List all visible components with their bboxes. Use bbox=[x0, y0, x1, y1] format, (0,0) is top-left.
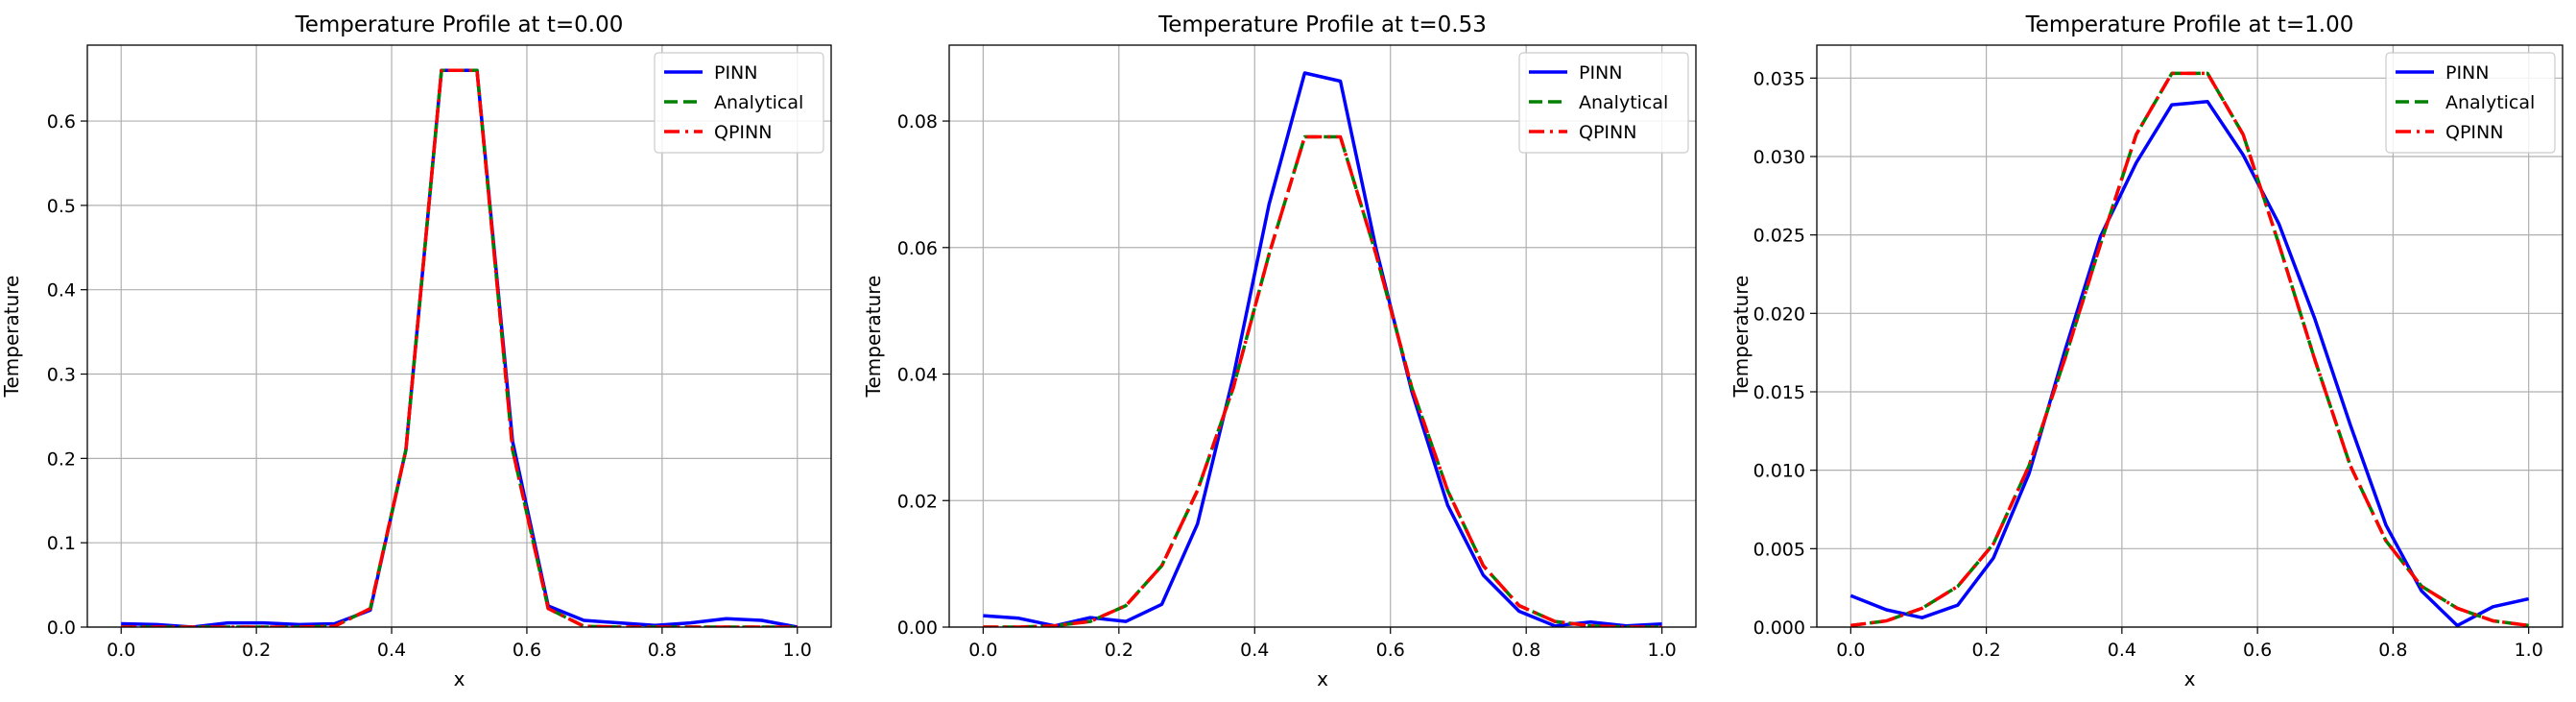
chart-panel-2: 0.0 0.2 0.4 0.6 0.8 1.0 0.00 0.02 0.04 0.06 0.08 Te… bbox=[862, 12, 1697, 690]
y-tick-label: 0.015 bbox=[1753, 382, 1805, 403]
y-tick-label: 0.3 bbox=[47, 365, 76, 386]
y-tick-label: 0.00 bbox=[897, 617, 938, 639]
legend-label-pinn: PINN bbox=[1579, 62, 1623, 84]
chart-panel-1: 0.0 0.2 0.4 0.6 0.8 1.0 0.0 0.1 0.2 0.3 0.4 0.5 0.6 T… bbox=[0, 12, 832, 690]
y-tick-label: 0.020 bbox=[1753, 303, 1805, 325]
y-tick-label: 0.06 bbox=[897, 238, 938, 259]
y-tick-label: 0.4 bbox=[47, 280, 76, 302]
y-tick-label: 0.5 bbox=[47, 196, 76, 217]
x-tick-label: 0.4 bbox=[1240, 640, 1269, 661]
legend: PINN Analytical QPINN bbox=[654, 52, 824, 154]
y-tick-label: 0.6 bbox=[47, 111, 76, 133]
y-axis-label: Temperature bbox=[0, 276, 23, 399]
series-line-qpinn bbox=[121, 68, 798, 627]
legend-label-analytical: Analytical bbox=[2445, 92, 2535, 113]
x-tick-label: 1.0 bbox=[2515, 640, 2543, 661]
x-tick-label: 0.0 bbox=[968, 640, 997, 661]
x-tick-label: 0.4 bbox=[2108, 640, 2136, 661]
legend: PINN Analytical QPINN bbox=[2385, 52, 2556, 154]
x-tick-label: 0.6 bbox=[2243, 640, 2272, 661]
series-line-qpinn bbox=[983, 134, 1662, 627]
y-tick-label: 0.030 bbox=[1753, 147, 1805, 168]
y-axis-label: Temperature bbox=[862, 276, 885, 399]
legend-label-analytical: Analytical bbox=[714, 92, 803, 113]
x-tick-label: 0.6 bbox=[1376, 640, 1405, 661]
legend-label-qpinn: QPINN bbox=[1579, 122, 1636, 143]
y-tick-label: 0.035 bbox=[1753, 68, 1805, 89]
x-tick-label: 0.0 bbox=[1836, 640, 1865, 661]
y-tick-label: 0.0 bbox=[47, 617, 76, 639]
x-tick-label: 0.8 bbox=[1512, 640, 1540, 661]
series-line-analytical bbox=[121, 68, 798, 627]
legend-label-qpinn: QPINN bbox=[2445, 122, 2503, 143]
x-tick-label: 0.4 bbox=[377, 640, 406, 661]
chart-panel-3: 0.0 0.2 0.4 0.6 0.8 1.0 0.000 0.005 0.010 0.015 0.… bbox=[1729, 12, 2564, 690]
y-tick-label: 0.005 bbox=[1753, 539, 1805, 560]
legend-box bbox=[654, 52, 824, 154]
x-tick-label: 0.0 bbox=[107, 640, 135, 661]
y-tick-label: 0.04 bbox=[897, 365, 938, 386]
x-axis-label: x bbox=[454, 667, 465, 690]
x-tick-label: 0.2 bbox=[242, 640, 271, 661]
legend: PINN Analytical QPINN bbox=[1518, 52, 1689, 154]
x-tick-label: 0.2 bbox=[1105, 640, 1133, 661]
axes-frame bbox=[86, 44, 832, 628]
x-tick-label: 1.0 bbox=[1648, 640, 1677, 661]
y-tick-label: 0.1 bbox=[47, 533, 76, 554]
axes-frame bbox=[1816, 44, 2564, 628]
legend-box bbox=[1518, 52, 1689, 154]
chart-title: Temperature Profile at t=0.00 bbox=[295, 12, 624, 37]
legend-label-pinn: PINN bbox=[2445, 62, 2490, 84]
x-tick-label: 0.8 bbox=[2378, 640, 2407, 661]
series-line-analytical bbox=[983, 134, 1662, 627]
y-tick-label: 0.000 bbox=[1753, 617, 1805, 639]
x-tick-label: 0.8 bbox=[648, 640, 677, 661]
y-tick-label: 0.02 bbox=[897, 491, 938, 512]
x-tick-label: 0.2 bbox=[1971, 640, 2000, 661]
axes-frame bbox=[948, 44, 1697, 628]
chart-title: Temperature Profile at t=1.00 bbox=[2025, 12, 2354, 37]
x-axis-label: x bbox=[1317, 667, 1328, 690]
series-line-pinn bbox=[983, 71, 1662, 627]
y-tick-label: 0.08 bbox=[897, 111, 938, 133]
y-axis-label: Temperature bbox=[1729, 276, 1753, 399]
x-tick-label: 0.6 bbox=[513, 640, 541, 661]
chart-title: Temperature Profile at t=0.53 bbox=[1157, 12, 1487, 37]
y-tick-label: 0.010 bbox=[1753, 461, 1805, 482]
legend-label-pinn: PINN bbox=[714, 62, 758, 84]
series-line-qpinn bbox=[1850, 71, 2529, 627]
x-tick-label: 1.0 bbox=[783, 640, 812, 661]
y-tick-label: 0.025 bbox=[1753, 226, 1805, 247]
legend-box bbox=[2385, 52, 2556, 154]
legend-label-analytical: Analytical bbox=[1579, 92, 1668, 113]
y-tick-label: 0.2 bbox=[47, 448, 76, 470]
series-line-pinn bbox=[1849, 100, 2530, 627]
x-axis-label: x bbox=[2184, 667, 2196, 690]
series-line-pinn bbox=[121, 68, 799, 627]
legend-label-qpinn: QPINN bbox=[714, 122, 772, 143]
